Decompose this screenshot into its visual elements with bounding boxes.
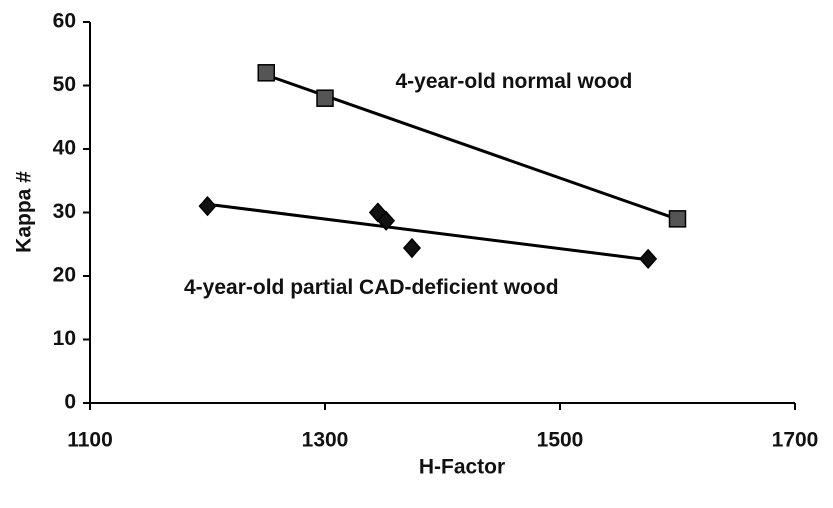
square-point xyxy=(668,210,687,228)
x-tick-label: 1700 xyxy=(772,429,819,452)
diamond-point xyxy=(377,210,396,231)
y-tick-label: 0 xyxy=(64,391,76,414)
square-point xyxy=(316,89,334,107)
y-tick-label: 50 xyxy=(53,73,76,96)
diamond-point xyxy=(639,248,658,269)
y-axis-label: Kappa # xyxy=(13,171,36,253)
y-tick-label: 30 xyxy=(53,200,76,223)
square-point xyxy=(257,64,275,82)
diamond-point xyxy=(402,237,421,259)
diamond-point xyxy=(198,196,217,217)
trend-line xyxy=(207,202,649,262)
x-tick-label: 1300 xyxy=(302,429,349,452)
y-tick-label: 20 xyxy=(53,264,76,287)
y-tick-label: 60 xyxy=(53,10,76,33)
annotation: 4-year-old normal wood xyxy=(396,70,633,93)
annotation: 4-year-old partial CAD-deficient wood xyxy=(184,276,559,299)
x-tick-label: 1100 xyxy=(67,429,113,452)
y-tick-label: 10 xyxy=(53,327,76,350)
x-tick-label: 1500 xyxy=(537,429,584,452)
x-axis-label: H-Factor xyxy=(419,456,505,479)
trend-line xyxy=(265,73,678,221)
y-tick-label: 40 xyxy=(53,137,76,160)
